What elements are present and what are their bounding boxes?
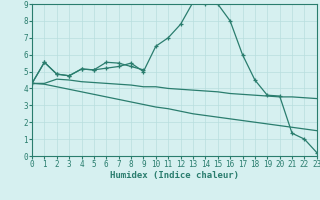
- X-axis label: Humidex (Indice chaleur): Humidex (Indice chaleur): [110, 171, 239, 180]
